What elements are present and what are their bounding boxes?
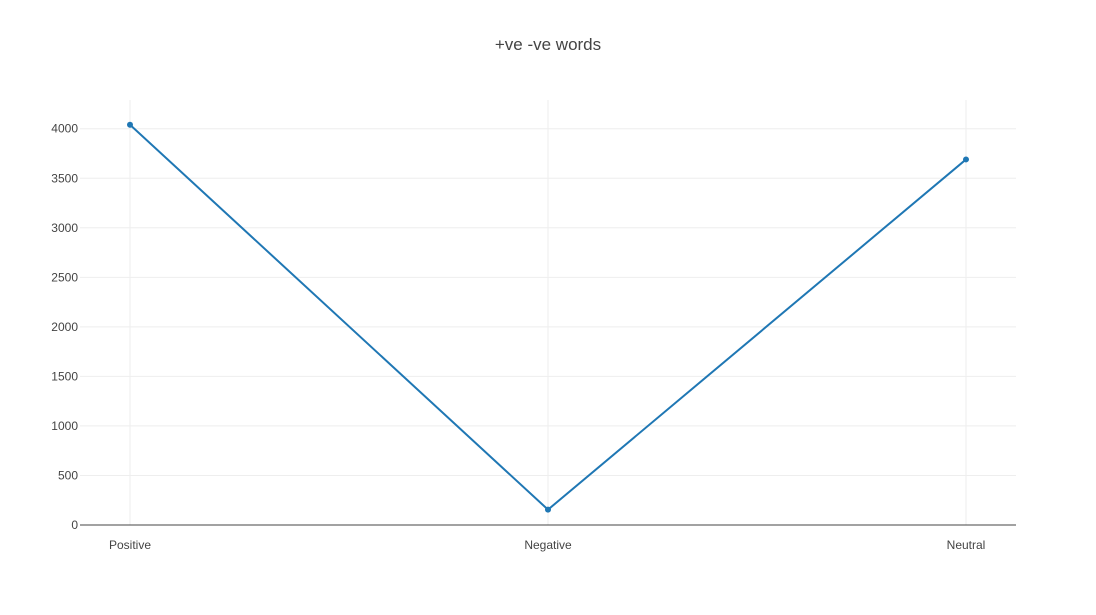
data-point[interactable] bbox=[963, 156, 969, 163]
y-axis-ticks: 0 500 1000 1500 2000 2500 3000 3500 4000 bbox=[51, 122, 78, 532]
series-layer bbox=[127, 121, 969, 513]
data-point[interactable] bbox=[127, 121, 133, 128]
y-tick-label: 3500 bbox=[51, 171, 78, 185]
x-tick-label: Negative bbox=[524, 538, 572, 552]
y-tick-label: 4000 bbox=[51, 122, 78, 136]
x-tick-label: Neutral bbox=[947, 538, 986, 552]
y-tick-label: 2500 bbox=[51, 270, 78, 284]
y-tick-label: 1000 bbox=[51, 419, 78, 433]
x-tick-label: Positive bbox=[109, 538, 151, 552]
chart-title: +ve -ve words bbox=[495, 35, 601, 54]
y-tick-label: 1500 bbox=[51, 369, 78, 383]
x-axis-ticks: Positive Negative Neutral bbox=[109, 538, 985, 552]
y-tick-label: 3000 bbox=[51, 221, 78, 235]
data-point[interactable] bbox=[545, 506, 551, 513]
x-gridlines bbox=[129, 100, 967, 525]
y-tick-label: 0 bbox=[71, 518, 78, 532]
y-tick-label: 2000 bbox=[51, 320, 78, 334]
y-tick-label: 500 bbox=[58, 468, 78, 482]
